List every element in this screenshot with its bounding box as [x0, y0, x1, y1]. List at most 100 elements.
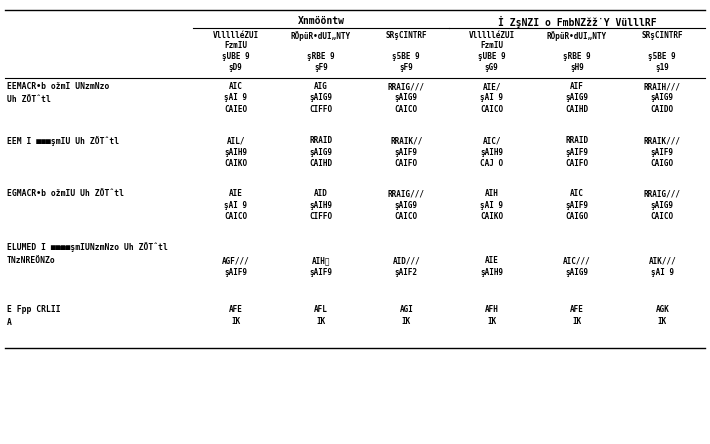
Text: CAIHD: CAIHD [565, 105, 589, 114]
Text: AGK: AGK [655, 305, 670, 314]
Text: şAIG9: şAIG9 [310, 147, 332, 156]
Text: AIL/: AIL/ [226, 136, 245, 145]
Text: şAIF2: şAIF2 [395, 267, 418, 277]
Text: şAIG9: şAIG9 [310, 94, 332, 103]
Text: şAIH9: şAIH9 [480, 147, 503, 156]
Text: FzmIU: FzmIU [224, 41, 247, 51]
Text: şAIG9: şAIG9 [395, 94, 418, 103]
Text: şAIF9: şAIF9 [310, 267, 332, 277]
Text: şAIG9: şAIG9 [651, 201, 674, 210]
Text: AGI: AGI [400, 305, 413, 314]
Text: Uh ZÖT̂tl: Uh ZÖT̂tl [7, 95, 51, 104]
Text: CAICO: CAICO [480, 105, 503, 114]
Text: CAIKO: CAIKO [480, 212, 503, 221]
Text: VllllléZUI: VllllléZUI [469, 31, 515, 40]
Text: şAIF9: şAIF9 [565, 201, 589, 210]
Text: E Fpp CRLII: E Fpp CRLII [7, 305, 60, 314]
Text: CAICO: CAICO [395, 105, 418, 114]
Text: şAIG9: şAIG9 [565, 267, 589, 277]
Text: RRAID: RRAID [565, 136, 589, 145]
Text: RRAIK//: RRAIK// [391, 136, 422, 145]
Text: ELUMED I ■■■■şmIUNzmNzo Uh ZÖT̂tl: ELUMED I ■■■■şmIUNzmNzo Uh ZÖT̂tl [7, 242, 168, 252]
Text: şAIH9: şAIH9 [224, 147, 247, 156]
Text: AFL: AFL [314, 305, 328, 314]
Text: A: A [7, 318, 12, 327]
Text: IK: IK [572, 317, 581, 325]
Text: CAIGO: CAIGO [565, 212, 589, 221]
Text: AID: AID [314, 189, 328, 198]
Text: Xnmööntw: Xnmööntw [297, 16, 344, 26]
Text: şAIH9: şAIH9 [480, 267, 503, 277]
Text: EEMACR•b ožmI UNzmNzo: EEMACR•b ožmI UNzmNzo [7, 82, 109, 91]
Text: CAIGO: CAIGO [651, 159, 674, 168]
Text: şAIG9: şAIG9 [565, 94, 589, 103]
Text: İ ZşNZI o FmbNZžž̇Y VülllRF: İ ZşNZI o FmbNZžž̇Y VülllRF [498, 16, 656, 28]
Text: CAIDO: CAIDO [651, 105, 674, 114]
Text: IK: IK [657, 317, 667, 325]
Text: CAIKO: CAIKO [224, 159, 247, 168]
Text: şAIF9: şAIF9 [565, 147, 589, 156]
Text: IK: IK [487, 317, 496, 325]
Text: AIC: AIC [229, 82, 243, 91]
Text: IK: IK [317, 317, 326, 325]
Text: CAICO: CAICO [395, 212, 418, 221]
Text: şRBE 9: şRBE 9 [307, 52, 335, 61]
Text: şF9: şF9 [314, 63, 328, 71]
Text: TNzNREÖNZo: TNzNREÖNZo [7, 256, 56, 265]
Text: AFH: AFH [485, 305, 498, 314]
Text: şAIF9: şAIF9 [224, 267, 247, 277]
Text: IK: IK [402, 317, 411, 325]
Text: RRAID: RRAID [310, 136, 332, 145]
Text: RÖpüR•dUI„NTY: RÖpüR•dUI„NTY [291, 31, 351, 41]
Text: RRAIH///: RRAIH/// [644, 82, 681, 91]
Text: ş5BE 9: ş5BE 9 [648, 52, 676, 61]
Text: AIF: AIF [570, 82, 584, 91]
Text: CAIFO: CAIFO [395, 159, 418, 168]
Text: SRşCINTRF: SRşCINTRF [642, 31, 683, 40]
Text: EEM I ■■■şmIU Uh ZÖT̂tl: EEM I ■■■şmIU Uh ZÖT̂tl [7, 136, 119, 146]
Text: SRşCINTRF: SRşCINTRF [386, 31, 427, 40]
Text: şAIH9: şAIH9 [310, 201, 332, 210]
Text: AIH: AIH [485, 189, 498, 198]
Text: şUBE 9: şUBE 9 [222, 52, 249, 61]
Text: şD9: şD9 [229, 63, 243, 71]
Text: şRBE 9: şRBE 9 [563, 52, 591, 61]
Text: AIC: AIC [570, 189, 584, 198]
Text: şUBE 9: şUBE 9 [478, 52, 506, 61]
Text: AIC///: AIC/// [563, 256, 591, 265]
Text: AFE: AFE [229, 305, 243, 314]
Text: CAIEO: CAIEO [224, 105, 247, 114]
Text: şAIG9: şAIG9 [651, 94, 674, 103]
Text: CAIHD: CAIHD [310, 159, 332, 168]
Text: ş19: ş19 [655, 63, 670, 71]
Text: VllllléZUI: VllllléZUI [212, 31, 258, 40]
Text: RRAIG///: RRAIG/// [388, 189, 425, 198]
Text: şF9: şF9 [400, 63, 413, 71]
Text: şAIF9: şAIF9 [651, 147, 674, 156]
Text: RRAIK///: RRAIK/// [644, 136, 681, 145]
Text: CIFFO: CIFFO [310, 105, 332, 114]
Text: FzmIU: FzmIU [480, 41, 503, 51]
Text: AIG: AIG [314, 82, 328, 91]
Text: CIFFO: CIFFO [310, 212, 332, 221]
Text: RRAIG///: RRAIG/// [644, 189, 681, 198]
Text: ş5BE 9: ş5BE 9 [393, 52, 420, 61]
Text: AIC/: AIC/ [482, 136, 501, 145]
Text: AID///: AID/// [393, 256, 420, 265]
Text: AGF///: AGF/// [222, 256, 249, 265]
Text: EGMACR•b ožmIU Uh ZÖT̂tl: EGMACR•b ožmIU Uh ZÖT̂tl [7, 189, 124, 198]
Text: RÖpüR•dUI„NTY: RÖpüR•dUI„NTY [547, 31, 607, 41]
Text: IK: IK [231, 317, 240, 325]
Text: RRAIG///: RRAIG/// [388, 82, 425, 91]
Text: şG9: şG9 [485, 63, 498, 71]
Text: şAI 9: şAI 9 [480, 94, 503, 103]
Text: CAICO: CAICO [224, 212, 247, 221]
Text: şAI 9: şAI 9 [480, 201, 503, 210]
Text: CAICO: CAICO [651, 212, 674, 221]
Text: şH9: şH9 [570, 63, 584, 71]
Text: şAI 9: şAI 9 [224, 94, 247, 103]
Text: CAIFO: CAIFO [565, 159, 589, 168]
Text: AIE: AIE [485, 256, 498, 265]
Text: AFE: AFE [570, 305, 584, 314]
Text: AIK///: AIK/// [648, 256, 676, 265]
